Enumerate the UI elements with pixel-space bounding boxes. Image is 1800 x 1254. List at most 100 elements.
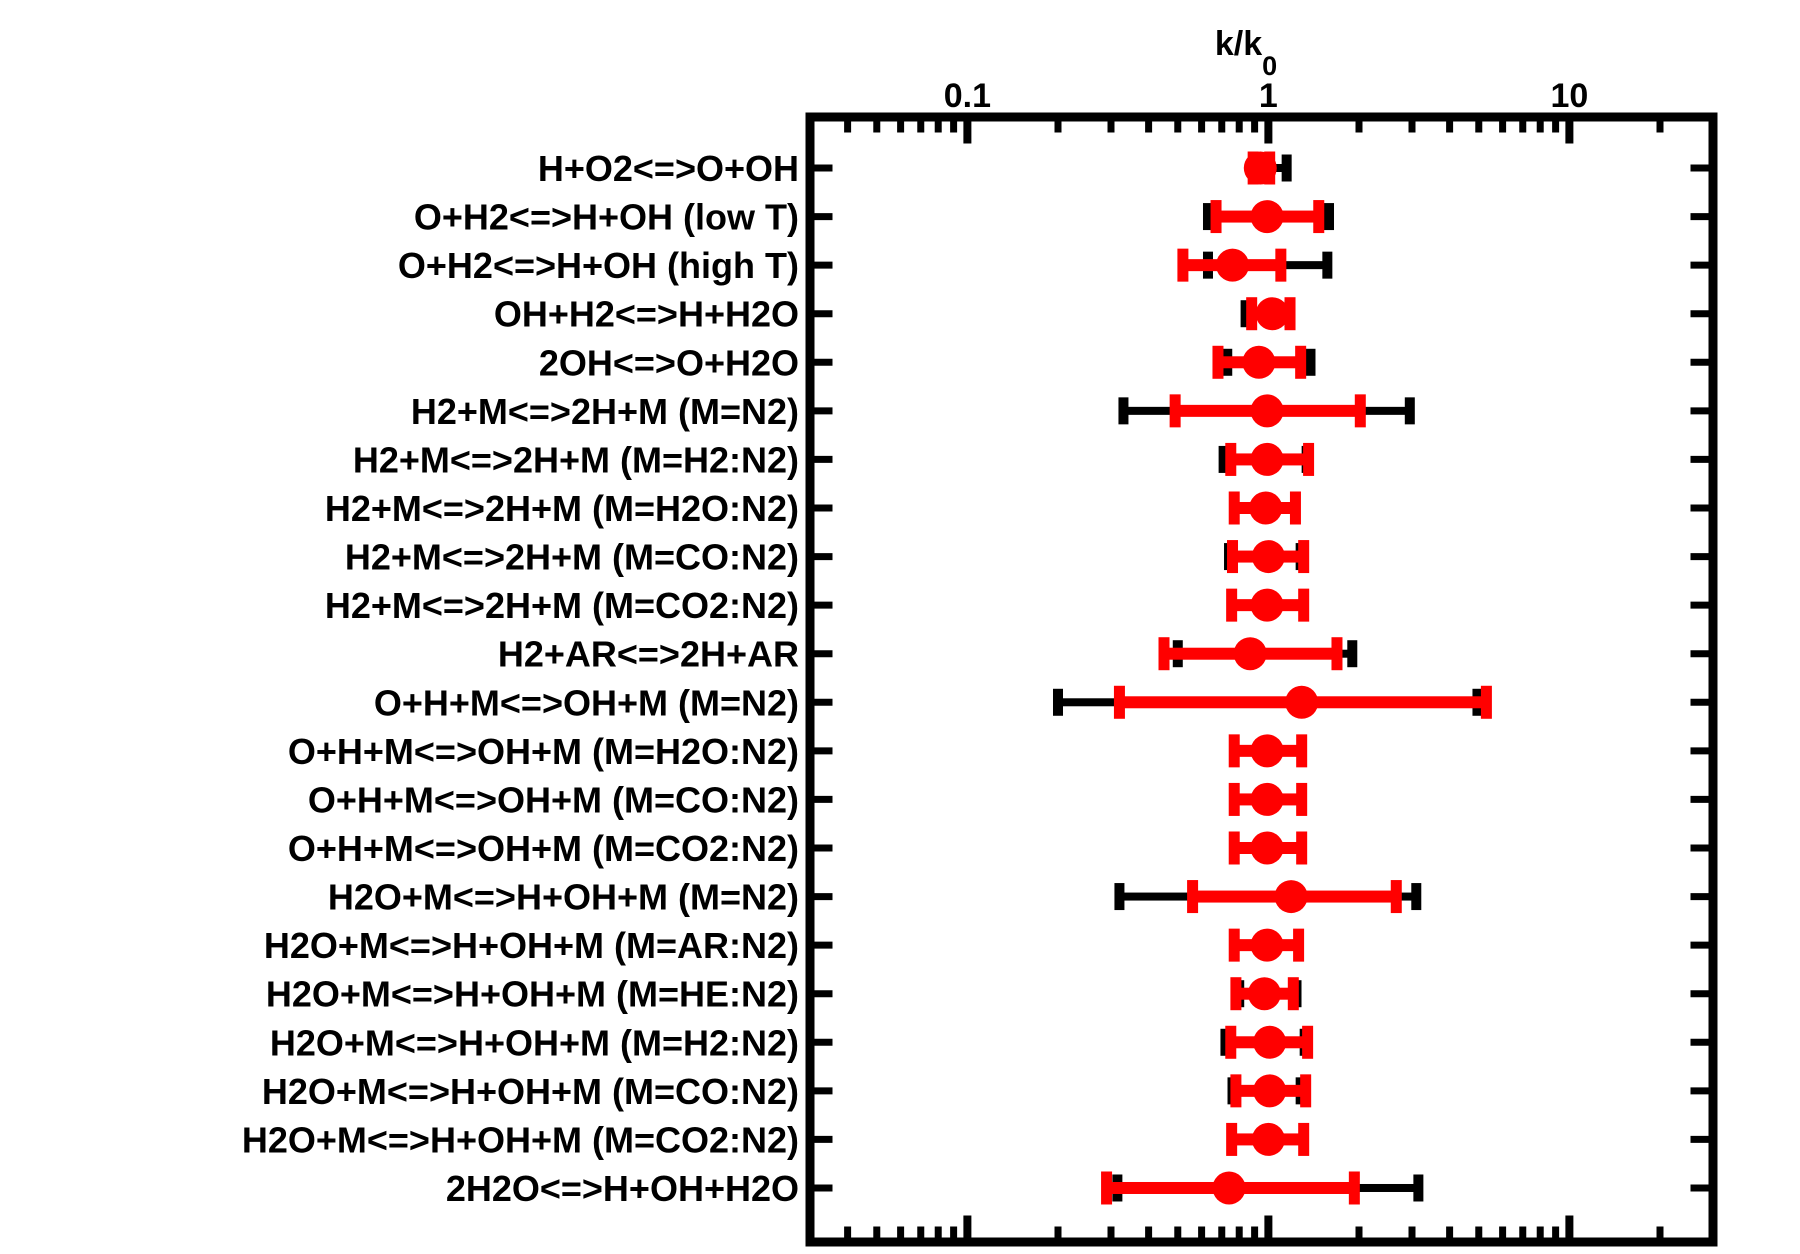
inner-error-bar — [1228, 928, 1305, 962]
center-marker — [1250, 442, 1284, 476]
reaction-label: H2O+M<=>H+OH+M (M=AR:N2) — [264, 925, 799, 966]
center-marker — [1253, 1074, 1287, 1108]
inner-error-bar-cap — [1227, 540, 1239, 574]
outer-error-bar-cap — [1202, 203, 1213, 231]
inner-error-bar-cap — [1296, 782, 1308, 816]
inner-error-bars-layer — [1101, 151, 1492, 1205]
reaction-label: H2+M<=>2H+M (M=CO:N2) — [345, 537, 799, 578]
reaction-label: H2+M<=>2H+M (M=H2:N2) — [353, 439, 799, 480]
inner-error-bar-cap — [1225, 442, 1237, 476]
inner-error-bar-cap — [1354, 394, 1366, 428]
inner-error-bar-cap — [1298, 588, 1310, 622]
inner-error-bar-cap — [1113, 685, 1125, 719]
outer-error-bar-cap — [1218, 445, 1229, 473]
reaction-label: H2+M<=>2H+M (M=H2O:N2) — [325, 488, 799, 529]
reaction-label: O+H+M<=>OH+M (M=CO:N2) — [308, 779, 799, 820]
inner-error-bar-cap — [1225, 1025, 1237, 1059]
inner-error-bar-cap — [1177, 248, 1189, 282]
inner-error-bar-cap — [1293, 928, 1305, 962]
reaction-label: O+H+M<=>OH+M (M=N2) — [374, 682, 799, 723]
x-axis-title-main: k/k — [1215, 25, 1262, 63]
inner-error-bar — [1227, 540, 1310, 574]
inner-error-bar-cap — [1210, 200, 1222, 234]
inner-error-bar-cap — [1298, 1122, 1310, 1156]
center-marker — [1250, 588, 1284, 622]
inner-error-bar — [1228, 831, 1308, 865]
center-marker — [1250, 831, 1284, 865]
inner-error-bar — [1230, 977, 1299, 1011]
inner-error-bar-cap — [1390, 880, 1402, 914]
outer-error-bar-cap — [1305, 348, 1316, 376]
x-tick-label: 1 — [1259, 77, 1278, 115]
inner-error-bar-cap — [1295, 345, 1307, 379]
inner-error-bar-cap — [1228, 782, 1240, 816]
inner-error-bar-cap — [1230, 1074, 1242, 1108]
outer-error-bar-cap — [1347, 640, 1358, 668]
inner-error-bar-cap — [1228, 734, 1240, 768]
inner-error-bar — [1228, 782, 1308, 816]
inner-error-bar-cap — [1287, 977, 1299, 1011]
inner-error-bar-cap — [1228, 831, 1240, 865]
reaction-label: H2O+M<=>H+OH+M (M=CO:N2) — [262, 1071, 799, 1112]
inner-error-bar-cap — [1298, 540, 1310, 574]
inner-error-bar-cap — [1228, 491, 1240, 525]
reaction-label: H2O+M<=>H+OH+M (M=HE:N2) — [266, 974, 799, 1015]
center-marker — [1251, 1122, 1285, 1156]
inner-error-bar — [1210, 200, 1325, 234]
inner-error-bar-cap — [1289, 491, 1301, 525]
outer-error-bar-cap — [1240, 300, 1251, 328]
plot-box — [805, 112, 1718, 1247]
inner-error-bar-cap — [1212, 345, 1224, 379]
inner-error-bar — [1246, 297, 1296, 331]
inner-error-bar — [1158, 637, 1343, 671]
center-marker — [1233, 637, 1267, 671]
inner-error-bar-cap — [1187, 880, 1199, 914]
inner-error-bar — [1226, 1122, 1310, 1156]
center-marker — [1247, 977, 1281, 1011]
inner-error-bar-cap — [1296, 734, 1308, 768]
center-marker — [1242, 345, 1276, 379]
center-marker — [1250, 928, 1284, 962]
reaction-label: H2+M<=>2H+M (M=CO2:N2) — [325, 585, 799, 626]
reaction-label: O+H+M<=>OH+M (M=CO2:N2) — [288, 828, 799, 869]
outer-error-bar-cap — [1281, 154, 1292, 182]
x-tick-label: 10 — [1550, 77, 1588, 115]
center-marker — [1250, 200, 1284, 234]
reaction-label: H2O+M<=>H+OH+M (M=H2:N2) — [270, 1022, 799, 1063]
row-labels-layer: H+O2<=>O+OH O+H2<=>H+OH (low T) O+H2<=>H+O… — [242, 148, 799, 1209]
reaction-label: H2+AR<=>2H+AR — [498, 634, 799, 675]
center-marker — [1249, 491, 1283, 525]
inner-error-bar-cap — [1226, 1122, 1238, 1156]
inner-error-bar-cap — [1169, 394, 1181, 428]
outer-error-bar-cap — [1052, 688, 1063, 716]
inner-error-bar — [1113, 685, 1492, 719]
inner-error-bar-cap — [1303, 442, 1315, 476]
inner-error-bar — [1169, 394, 1366, 428]
inner-error-bar — [1228, 491, 1301, 525]
inner-error-bar — [1101, 1171, 1360, 1205]
inner-error-bar — [1243, 151, 1277, 185]
outer-error-bar-cap — [1324, 203, 1335, 231]
inner-error-bar-cap — [1275, 248, 1287, 282]
reaction-label: OH+H2<=>H+H2O — [494, 294, 799, 335]
inner-error-bar — [1230, 1074, 1312, 1108]
reaction-label: O+H+M<=>OH+M (M=H2O:N2) — [288, 731, 799, 772]
outer-error-bar-cap — [1322, 251, 1333, 279]
inner-error-bar-cap — [1158, 637, 1170, 671]
inner-error-bar — [1225, 1025, 1314, 1059]
reaction-label: 2H2O<=>H+OH+H2O — [446, 1168, 799, 1209]
inner-error-bar-cap — [1331, 637, 1343, 671]
reaction-label: H2+M<=>2H+M (M=N2) — [411, 391, 799, 432]
inner-error-bar — [1212, 345, 1307, 379]
outer-error-bar-cap — [1118, 397, 1129, 425]
x-axis-title: k/k0 — [1215, 25, 1277, 81]
reaction-label: O+H2<=>H+OH (high T) — [398, 245, 799, 286]
center-marker — [1243, 151, 1277, 185]
inner-error-bar-cap — [1228, 928, 1240, 962]
inner-error-bar — [1225, 442, 1315, 476]
reaction-label: H2O+M<=>H+OH+M (M=CO2:N2) — [242, 1119, 799, 1160]
outer-error-bar-cap — [1114, 883, 1125, 911]
center-marker — [1251, 540, 1285, 574]
